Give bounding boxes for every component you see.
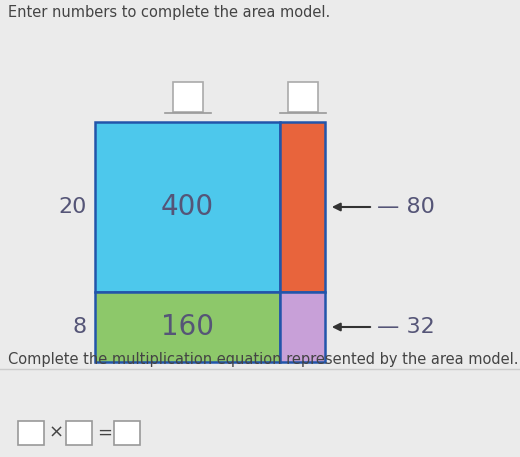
Text: 20: 20 <box>59 197 87 217</box>
Bar <box>95 122 280 292</box>
Text: =: = <box>97 424 112 442</box>
Text: 8: 8 <box>73 317 87 337</box>
Text: 160: 160 <box>161 313 214 341</box>
Text: — 80: — 80 <box>377 197 435 217</box>
Text: — 32: — 32 <box>377 317 435 337</box>
Bar <box>66 421 92 445</box>
Text: ×: × <box>49 424 64 442</box>
Bar <box>280 292 325 362</box>
Bar <box>280 122 325 292</box>
Bar <box>0 369 520 457</box>
Text: Complete the multiplication equation represented by the area model.: Complete the multiplication equation rep… <box>8 352 518 367</box>
Bar <box>173 82 202 112</box>
Text: Enter numbers to complete the area model.: Enter numbers to complete the area model… <box>8 5 330 20</box>
Bar <box>114 421 140 445</box>
Bar <box>18 421 44 445</box>
Text: 400: 400 <box>161 193 214 221</box>
Bar <box>288 82 318 112</box>
Bar <box>95 292 280 362</box>
